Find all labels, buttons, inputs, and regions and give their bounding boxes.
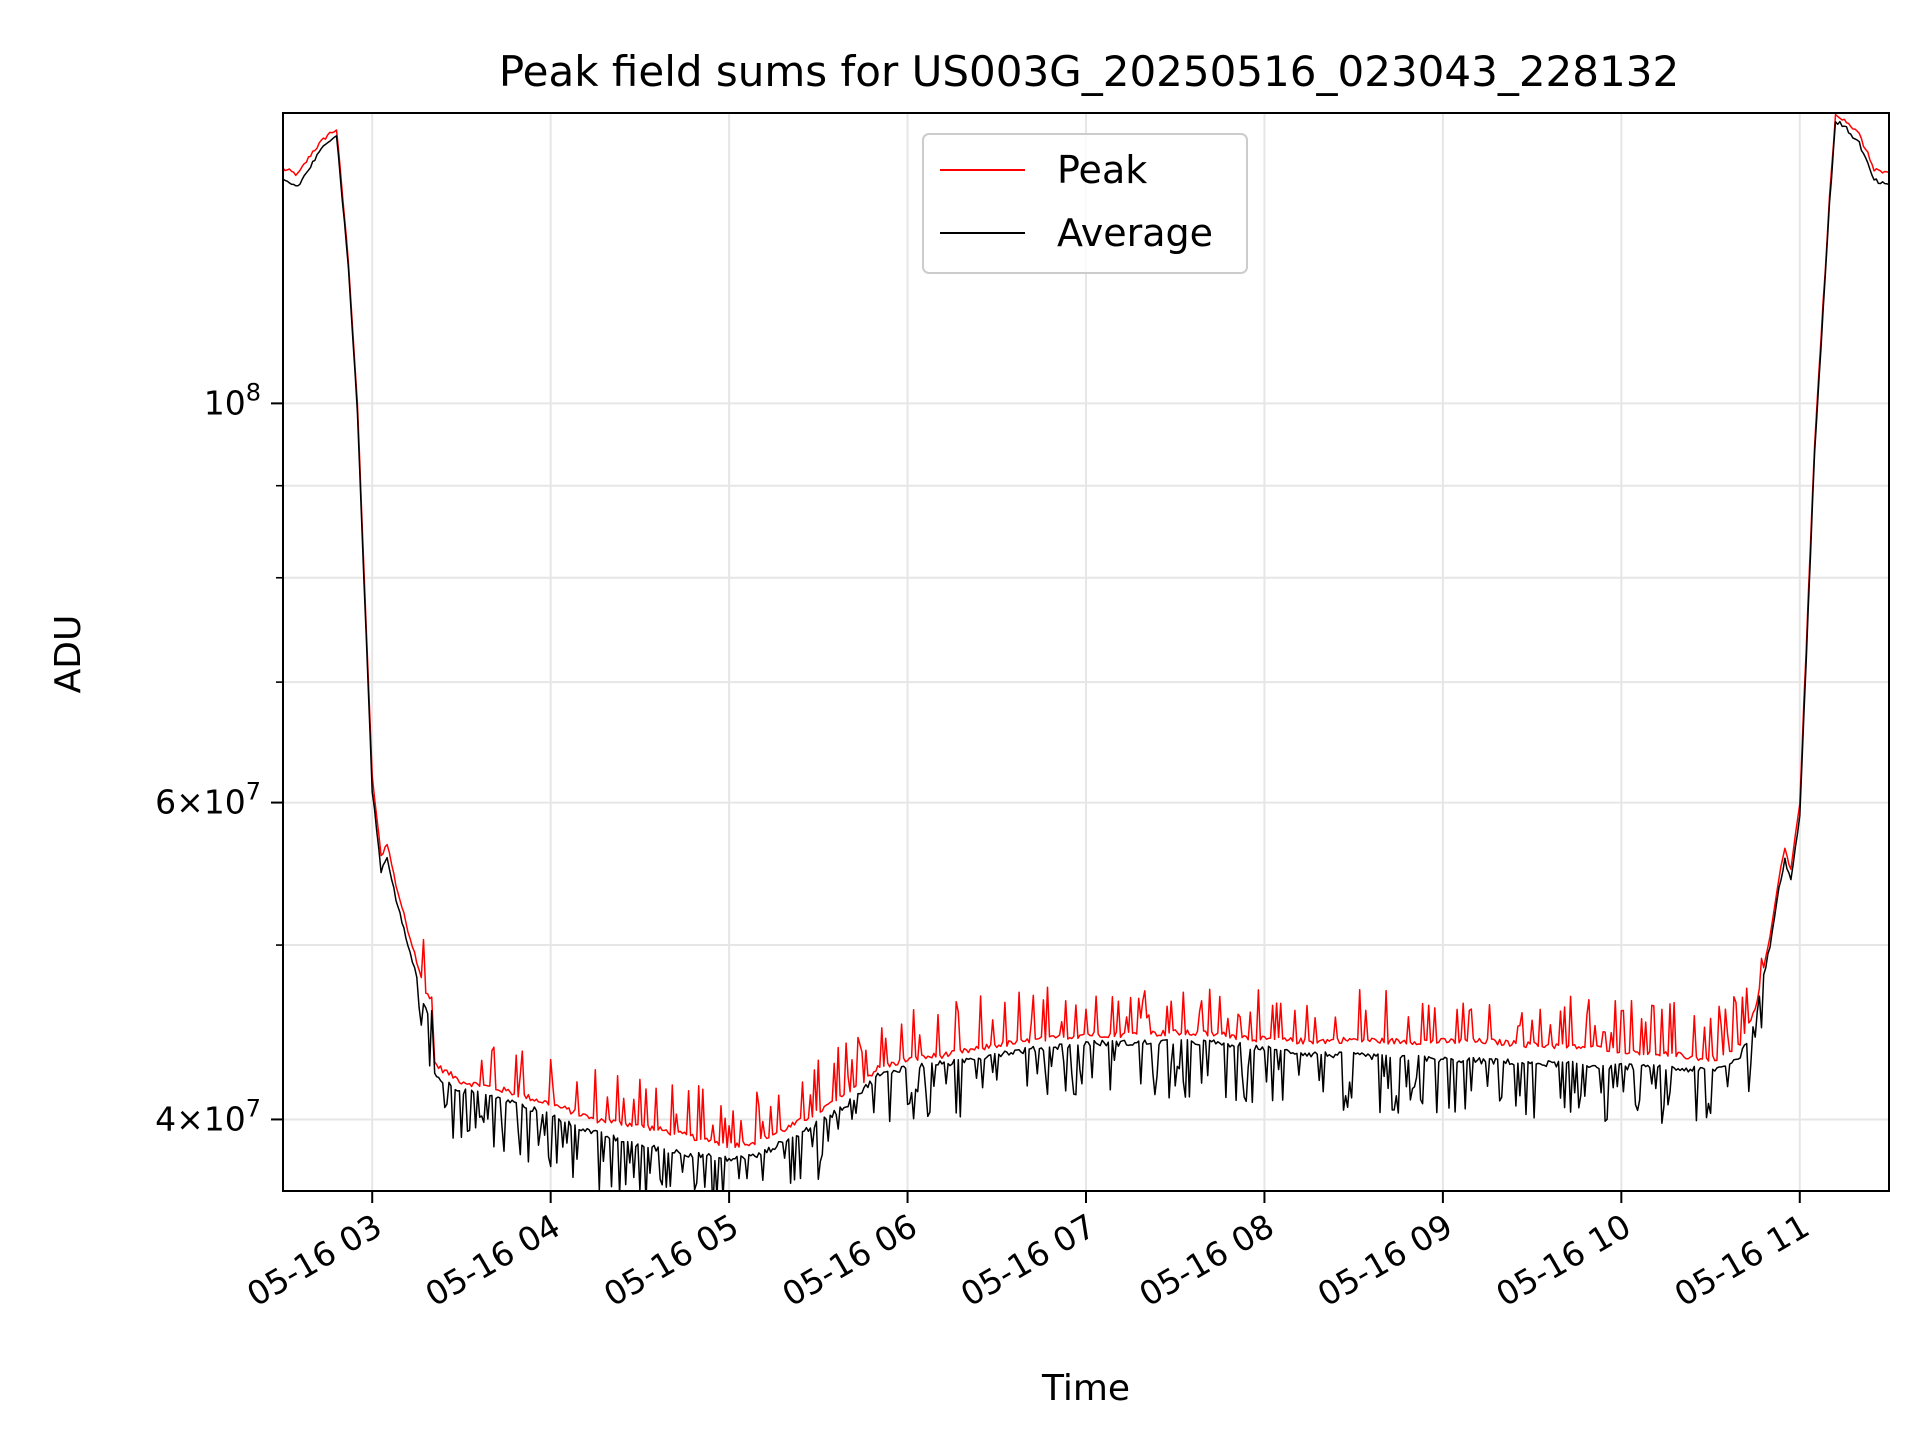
y-tick-base: 10: [204, 383, 246, 422]
y-tick-times: ×: [176, 783, 204, 822]
y-tick-exponent: 7: [246, 1094, 261, 1122]
series-line-peak: [283, 113, 1889, 1149]
y-tick-mantissa: 4: [155, 1099, 176, 1138]
y-tick-base: 10: [204, 783, 246, 822]
y-tick-label: 108: [204, 378, 261, 422]
legend-label-peak: Peak: [1057, 148, 1147, 192]
grid: [283, 113, 1889, 1191]
y-axis-label: ADU: [48, 615, 89, 694]
series-layer: [283, 113, 1889, 1191]
y-tick-base: 10: [204, 1099, 246, 1138]
x-axis-label: Time: [1041, 1368, 1130, 1409]
legend: Peak Average: [922, 133, 1248, 274]
chart-title: Peak field sums for US003G_20250516_0230…: [499, 47, 1679, 96]
series-line-average: [283, 120, 1889, 1191]
y-tick-mantissa: 6: [155, 783, 176, 822]
y-tick-label: 6×107: [155, 778, 261, 822]
y-tick-exponent: 8: [246, 378, 261, 406]
legend-label-average: Average: [1057, 211, 1213, 255]
y-tick-label: 4×107: [155, 1094, 261, 1138]
legend-box: [922, 133, 1248, 274]
y-tick-times: ×: [176, 1099, 204, 1138]
y-tick-exponent: 7: [246, 778, 261, 806]
